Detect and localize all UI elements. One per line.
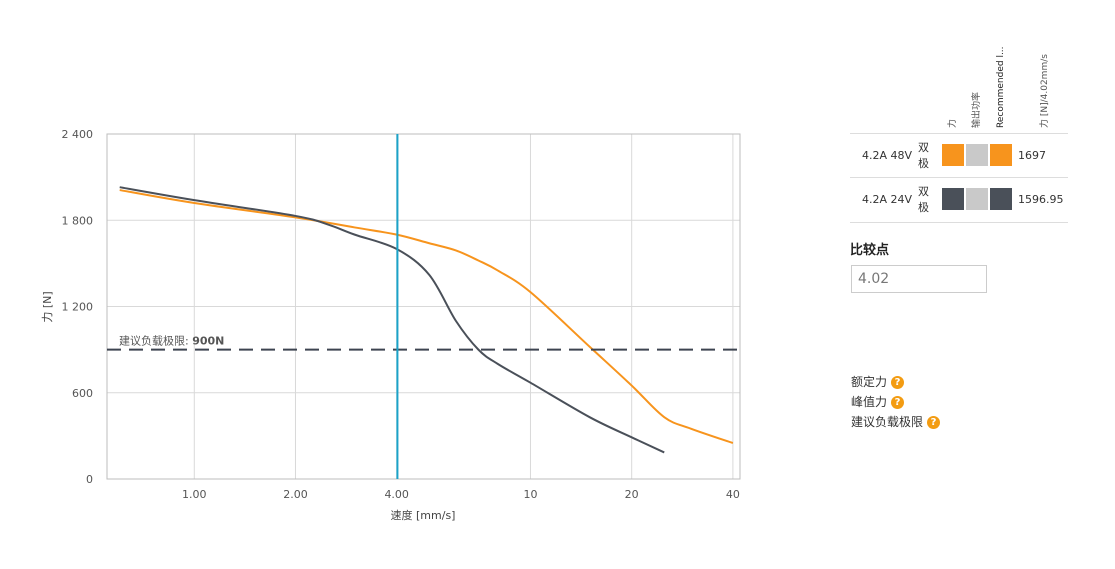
power-color-swatch[interactable]	[966, 188, 988, 210]
x-tick-label: 1.00	[182, 488, 207, 501]
ticks: 0 600 1 200 1 800 2 400 1.00 2.00 4.00 10 20 40	[62, 128, 740, 501]
force-value: 1697	[1018, 149, 1046, 162]
force-speed-chart: 建议负载极限: 900N 0 600 1 200 1 800 2 400 1.00 2.00…	[41, 128, 741, 522]
x-tick-label: 40	[726, 488, 740, 501]
curves	[119, 186, 734, 454]
y-tick-label: 1 800	[62, 214, 94, 227]
x-tick-label: 4.00	[384, 488, 409, 501]
col-header-force-at-point: 力 [N]/4.02mm/s	[1040, 54, 1050, 128]
grid	[106, 133, 741, 480]
compare-point-input[interactable]	[851, 265, 987, 293]
y-tick-label: 2 400	[62, 128, 94, 141]
y-tick-label: 1 200	[62, 301, 94, 314]
x-axis-label: 速度 [mm/s]	[391, 508, 456, 522]
plot-frame	[106, 133, 741, 480]
series-24v-line	[119, 186, 665, 454]
col-header-recommended: Recommended l...	[996, 46, 1006, 128]
help-icon[interactable]: ?	[927, 415, 941, 429]
x-tick-label: 2.00	[283, 488, 308, 501]
x-tick-label: 20	[625, 488, 639, 501]
peak-force-link[interactable]: 峰值力?	[851, 392, 940, 412]
y-axis-label: 力 [N]	[41, 291, 54, 322]
col-header-output-power: 输出功率	[972, 91, 982, 128]
help-icon[interactable]: ?	[891, 395, 905, 409]
col-header-force: 力	[948, 118, 958, 128]
force-color-swatch[interactable]	[942, 144, 964, 166]
recommended-color-swatch[interactable]	[990, 188, 1012, 210]
rated-force-link[interactable]: 额定力?	[851, 372, 940, 392]
help-links: 额定力? 峰值力? 建议负载极限?	[851, 372, 941, 432]
drive-type: 双极	[918, 185, 929, 214]
series-name: 4.2A 24V	[862, 193, 913, 206]
force-color-swatch[interactable]	[942, 188, 964, 210]
legend-row[interactable]: 4.2A 48V 双极 1697	[850, 133, 1068, 178]
overlays: 建议负载极限: 900N	[107, 134, 740, 479]
recommended-load-limit-link[interactable]: 建议负载极限?	[851, 412, 941, 432]
y-tick-label: 0	[86, 473, 93, 486]
compare-point-title: 比较点	[850, 243, 890, 258]
recommended-color-swatch[interactable]	[990, 144, 1012, 166]
series-48v-line	[119, 189, 734, 445]
power-color-swatch[interactable]	[966, 144, 988, 166]
load-limit-label: 建议负载极限: 900N	[119, 334, 224, 348]
legend-row[interactable]: 4.2A 24V 双极 1596.95	[850, 177, 1068, 223]
series-name: 4.2A 48V	[862, 149, 913, 162]
x-tick-label: 10	[523, 488, 537, 501]
help-icon[interactable]: ?	[891, 375, 905, 389]
drive-type: 双极	[918, 141, 929, 170]
y-tick-label: 600	[72, 387, 93, 400]
force-value: 1596.95	[1018, 193, 1064, 206]
